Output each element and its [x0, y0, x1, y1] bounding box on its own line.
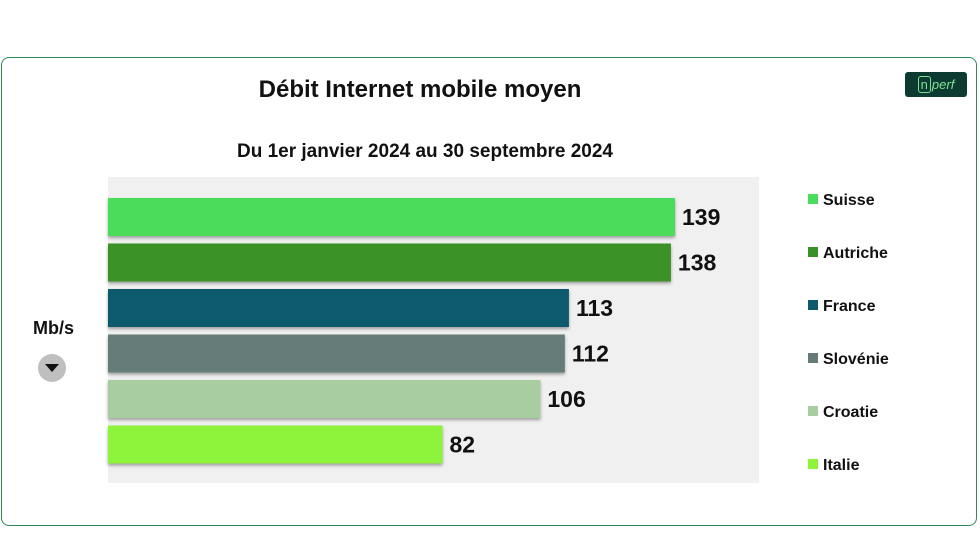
data-label-croatie: 106: [547, 386, 585, 412]
bar-suisse[interactable]: [108, 198, 675, 236]
legend-item-autriche[interactable]: Autriche: [808, 245, 888, 263]
data-label-slovénie: 112: [572, 341, 609, 367]
data-label-suisse: 139: [682, 204, 720, 230]
data-label-france: 113: [576, 295, 613, 321]
bar-autriche[interactable]: [108, 243, 671, 282]
logo-wordmark: perf: [931, 77, 955, 92]
legend-item-italie[interactable]: Italie: [808, 457, 859, 475]
legend-label: Autriche: [823, 245, 888, 262]
legend-label: Suisse: [823, 192, 875, 209]
legend-swatch: [808, 406, 818, 416]
legend-label: Italie: [823, 457, 860, 474]
chevron-down-icon[interactable]: [38, 354, 66, 382]
legend-label: Croatie: [823, 404, 879, 421]
nperf-logo: n perf: [905, 72, 967, 97]
legend-swatch: [808, 353, 818, 363]
legend-label: Slovénie: [823, 351, 889, 368]
bar-france[interactable]: [108, 289, 569, 327]
data-label-autriche: 138: [678, 250, 717, 276]
legend-label: France: [823, 298, 876, 315]
bar-slovénie[interactable]: [108, 334, 565, 373]
legend-swatch: [808, 459, 818, 469]
legend-item-france[interactable]: France: [808, 298, 875, 316]
data-label-italie: 82: [449, 432, 475, 458]
legend-item-croatie[interactable]: Croatie: [808, 404, 878, 422]
bar-italie[interactable]: [108, 425, 443, 464]
bar-croatie[interactable]: [108, 380, 541, 418]
legend-swatch: [808, 247, 818, 257]
legend-swatch: [808, 194, 818, 204]
legend-swatch: [808, 300, 818, 310]
legend-item-slovénie[interactable]: Slovénie: [808, 351, 889, 369]
logo-mark: n: [917, 76, 931, 93]
legend-item-suisse[interactable]: Suisse: [808, 192, 875, 210]
unit-label: Mb/s: [33, 318, 75, 338]
chart-subtitle: Du 1er janvier 2024 au 30 septembre 2024: [236, 141, 613, 162]
chart-title: Débit Internet mobile moyen: [258, 76, 582, 103]
